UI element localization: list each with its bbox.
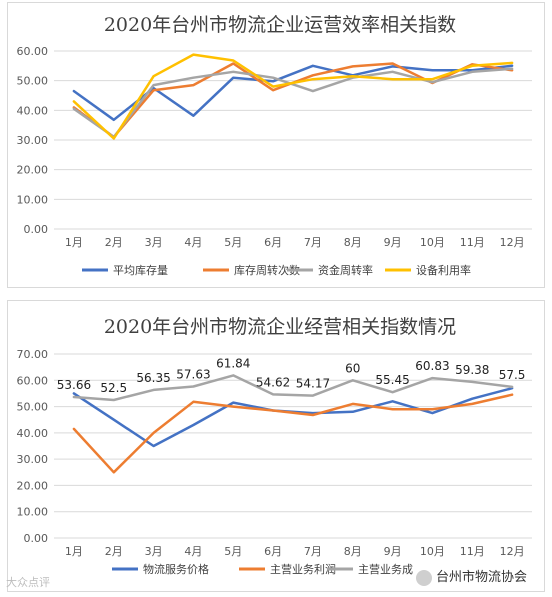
series-line-1 <box>72 386 514 448</box>
legend-label: 资金周转率 <box>318 263 373 277</box>
y-tick-label: 20.00 <box>17 164 49 177</box>
data-label: 53.66 <box>57 378 91 392</box>
x-tick-label: 8月 <box>344 545 362 558</box>
y-tick-label: 0.00 <box>24 223 49 236</box>
y-tick-label: 50.00 <box>17 401 49 414</box>
y-tick-label: 40.00 <box>17 104 49 117</box>
watermark-left-text: 大众点评 <box>6 576 50 589</box>
operations-chart-svg: 2020年台州市物流企业经营相关指数情况 0.00 10.00 20.00 30.00 4… <box>17 316 532 576</box>
y-tick-label: 20.00 <box>17 479 49 492</box>
chart-panel-efficiency: 2020年台州市物流企业运营效率相关指数 0.00 10.00 20.00 30.00 4… <box>7 2 545 288</box>
data-label: 60 <box>345 361 360 375</box>
x-tick-label: 2月 <box>105 545 123 558</box>
legend-label: 物流服务价格 <box>143 562 209 576</box>
x-tick-label: 12月 <box>500 236 525 249</box>
x-tick-label: 12月 <box>500 545 525 558</box>
y-tick-label: 50.00 <box>17 75 49 88</box>
x-tick-label: 4月 <box>184 236 202 249</box>
data-label: 55.45 <box>375 373 409 387</box>
x-tick-label: 6月 <box>264 545 282 558</box>
legend-label: 主营业务成 <box>358 562 413 576</box>
efficiency-chart-svg: 2020年台州市物流企业运营效率相关指数 0.00 10.00 20.00 30.00 4… <box>17 14 532 277</box>
x-tick-label: 9月 <box>384 545 402 558</box>
y-tick-label: 30.00 <box>17 134 49 147</box>
watermark-left: 大众点评 <box>6 574 50 590</box>
x-tick-label: 9月 <box>384 236 402 249</box>
data-label: 60.83 <box>415 359 449 373</box>
x-tick-label: 6月 <box>264 236 282 249</box>
x-tick-label: 1月 <box>65 545 83 558</box>
data-label: 57.5 <box>499 368 526 382</box>
data-label: 52.5 <box>100 381 127 395</box>
y-tick-label: 60.00 <box>17 45 49 58</box>
chart-title: 2020年台州市物流企业运营效率相关指数 <box>104 14 456 36</box>
series-line-3 <box>72 374 514 402</box>
y-tick-label: 30.00 <box>17 453 49 466</box>
data-label: 54.17 <box>296 377 330 391</box>
y-tick-label: 40.00 <box>17 427 49 440</box>
chart-panel-operations: 2020年台州市物流企业经营相关指数情况 0.00 10.00 20.00 30.00 4… <box>7 300 545 592</box>
series-line-4 <box>72 53 514 140</box>
data-label: 56.35 <box>136 371 170 385</box>
watermark-right-text: 台州市物流协会 <box>436 570 528 585</box>
y-tick-label: 60.00 <box>17 374 49 387</box>
legend-label: 设备利用率 <box>416 263 471 277</box>
series-line-2 <box>72 393 514 474</box>
x-tick-label: 10月 <box>420 545 445 558</box>
series-line-3 <box>72 67 514 139</box>
x-tick-label: 11月 <box>460 236 485 249</box>
x-tick-label: 1月 <box>65 236 83 249</box>
x-tick-label: 5月 <box>224 236 242 249</box>
legend-label: 平均库存量 <box>113 263 168 277</box>
x-tick-label: 7月 <box>304 236 322 249</box>
chart-title: 2020年台州市物流企业经营相关指数情况 <box>104 316 456 338</box>
x-tick-label: 4月 <box>184 545 202 558</box>
legend-label: 主营业务利润 <box>270 562 336 576</box>
data-label: 59.38 <box>455 363 489 377</box>
wechat-icon <box>416 569 432 586</box>
data-label: 61.84 <box>216 356 250 370</box>
y-tick-label: 10.00 <box>17 506 49 519</box>
x-tick-label: 3月 <box>145 236 163 249</box>
x-tick-label: 8月 <box>344 236 362 249</box>
y-tick-label: 0.00 <box>24 532 49 545</box>
x-tick-label: 5月 <box>224 545 242 558</box>
x-tick-label: 2月 <box>105 236 123 249</box>
x-tick-label: 11月 <box>460 545 485 558</box>
x-tick-label: 7月 <box>304 545 322 558</box>
legend-label: 库存周转次数 <box>234 263 300 277</box>
data-label: 54.62 <box>256 375 290 389</box>
data-label: 57.63 <box>176 368 210 382</box>
x-tick-label: 3月 <box>145 545 163 558</box>
x-tick-label: 10月 <box>420 236 445 249</box>
watermark-right: 台州市物流协会 <box>416 566 527 586</box>
y-tick-label: 70.00 <box>17 348 49 361</box>
y-tick-label: 10.00 <box>17 193 49 206</box>
